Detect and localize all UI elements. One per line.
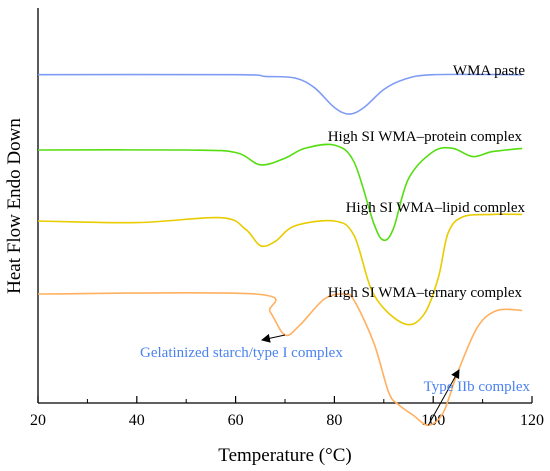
series-line [37,143,523,242]
y-axis-title: Heat Flow Endo Down [4,118,25,294]
x-tick-label: 40 [129,412,145,429]
annotation-arrow [261,333,286,343]
x-tick-label: 20 [30,412,46,429]
annotation-arrow [427,369,460,426]
series-label: WMA paste [453,63,525,79]
series-layer: WMA paste High SI WMA–protein complex High… [37,63,526,426]
series-label: High SI WMA–protein complex [328,129,523,145]
x-axis-title: Temperature (°C) [218,445,351,466]
annotations: Gelatinized starch/type I complex Type II… [140,333,531,426]
annotation-label: Type IIb complex [424,379,531,395]
x-tick-label: 80 [326,412,342,429]
series-label: High SI WMA–ternary complex [328,285,523,301]
x-ticks: 20 40 60 80 100 120 [30,396,544,429]
series-label: High SI WMA–lipid complex [346,200,526,216]
series-line [37,73,523,115]
annotation-label: Gelatinized starch/type I complex [140,345,343,361]
x-tick-label: 60 [228,412,244,429]
x-tick-label: 120 [520,412,544,429]
series-line [37,213,523,326]
